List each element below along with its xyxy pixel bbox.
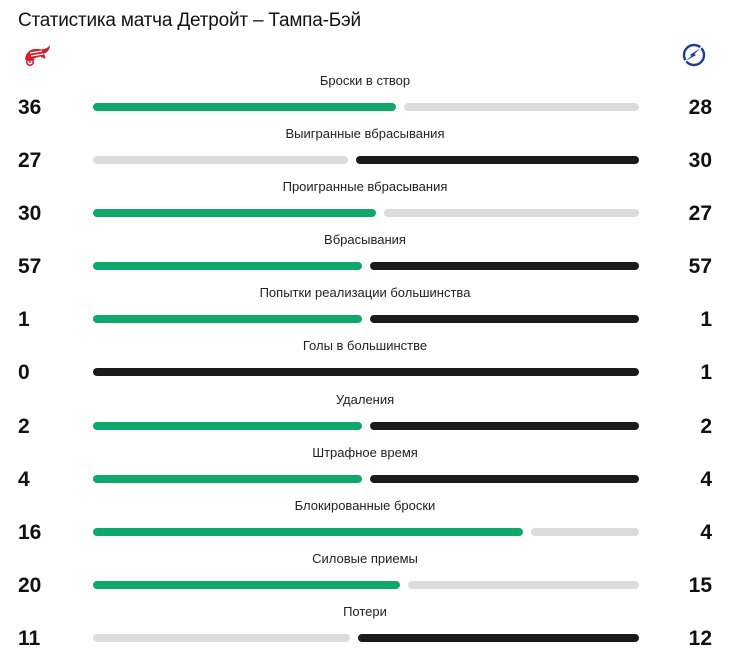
home-value: 27: [18, 149, 42, 173]
away-value: 1: [700, 308, 712, 332]
home-bar: [93, 421, 362, 430]
stat-label: Вбрасывания: [324, 232, 406, 248]
home-bar: [93, 315, 362, 324]
stat-label: Потери: [343, 603, 387, 619]
stat-row: Потери 11 12: [0, 604, 730, 657]
comparison-bar: [93, 262, 639, 271]
stat-label: Блокированные броски: [294, 497, 436, 513]
away-value: 30: [688, 149, 712, 173]
comparison-bar: [93, 527, 639, 536]
stat-label: Броски в створ: [319, 73, 411, 88]
comparison-bar: [93, 315, 639, 324]
stat-label: Штрафное время: [312, 444, 418, 460]
stat-label: Выигранные вбрасывания: [285, 126, 445, 142]
comparison-bar: [93, 156, 639, 165]
comparison-bar: [93, 580, 639, 589]
home-value: 0: [18, 361, 30, 385]
lightning-logo-icon: [680, 43, 706, 67]
stat-row: Вбрасывания 57 57: [0, 232, 730, 285]
away-bar: [404, 103, 639, 111]
red-wings-logo-icon: [25, 45, 50, 66]
stat-row: Силовые приемы 20 15: [0, 551, 730, 604]
away-value: 2: [700, 414, 712, 438]
away-bar: [93, 368, 639, 377]
away-value: 4: [700, 520, 712, 544]
stat-label: Силовые приемы: [312, 550, 418, 566]
away-value: 1: [700, 361, 712, 385]
away-bar: [358, 633, 639, 642]
home-value: 16: [18, 520, 42, 544]
home-value: 2: [18, 414, 30, 438]
home-value: 4: [18, 467, 30, 491]
away-value: 12: [688, 626, 712, 650]
home-bar: [93, 527, 523, 536]
away-bar: [408, 580, 639, 589]
stat-label: Проигранные вбрасывания: [282, 179, 448, 195]
comparison-bar: [93, 368, 639, 377]
stat-label: Голы в большинстве: [302, 338, 428, 354]
home-bar: [93, 103, 396, 111]
away-value: 15: [688, 573, 712, 597]
away-value: 27: [688, 202, 712, 226]
away-value: 4: [700, 467, 712, 491]
home-bar: [93, 209, 376, 218]
away-value: 57: [688, 255, 712, 279]
away-bar: [370, 474, 639, 483]
home-value: 11: [18, 626, 41, 650]
stat-row: Удаления 2 2: [0, 392, 730, 445]
home-value: 57: [18, 255, 42, 279]
stat-row: Штрафное время 4 4: [0, 445, 730, 498]
home-value: 1: [18, 308, 30, 332]
stat-row: Блокированные броски 16 4: [0, 498, 730, 551]
away-bar: [531, 527, 639, 536]
stat-label: Удаления: [335, 391, 395, 407]
comparison-bar: [93, 421, 639, 430]
away-bar: [370, 315, 639, 324]
home-value: 30: [18, 202, 42, 226]
match-stats-list: Броски в створ 36 28 Выигранные вбрасывания…: [0, 73, 730, 657]
away-value: 28: [688, 96, 712, 119]
home-value: 36: [18, 96, 42, 119]
away-bar: [356, 156, 639, 165]
page-title: Статистика матча Детройт – Тампа-Бэй: [18, 10, 361, 31]
stat-row: Голы в большинстве 0 1: [0, 338, 730, 391]
stat-label: Попытки реализации большинства: [259, 285, 471, 301]
comparison-bar: [93, 103, 639, 111]
away-bar: [370, 421, 639, 430]
stat-row: Проигранные вбрасывания 30 27: [0, 179, 730, 232]
away-bar: [384, 209, 639, 218]
stat-row: Попытки реализации большинства 1 1: [0, 285, 730, 338]
home-bar: [93, 633, 350, 642]
home-bar: [93, 262, 362, 271]
comparison-bar: [93, 633, 639, 642]
away-bar: [370, 262, 639, 271]
home-bar: [93, 474, 362, 483]
home-bar: [93, 156, 348, 165]
comparison-bar: [93, 209, 639, 218]
home-bar: [93, 580, 400, 589]
stat-row: Броски в створ 36 28: [0, 73, 730, 126]
home-value: 20: [18, 573, 42, 597]
stat-row: Выигранные вбрасывания 27 30: [0, 126, 730, 179]
comparison-bar: [93, 474, 639, 483]
